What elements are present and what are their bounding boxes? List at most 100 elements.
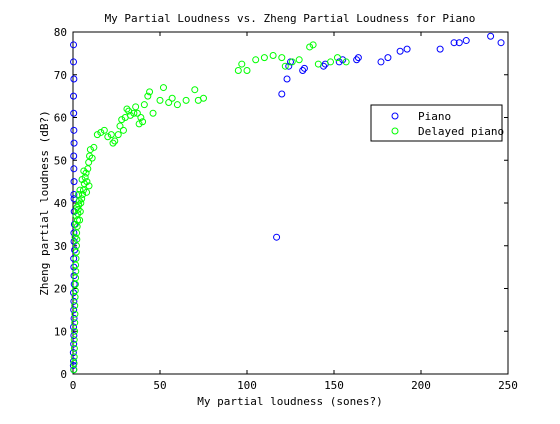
data-point <box>71 310 79 318</box>
data-point <box>71 319 79 327</box>
data-point <box>72 212 80 220</box>
data-point <box>70 297 78 305</box>
data-point <box>306 43 314 51</box>
data-point <box>104 133 112 141</box>
data-point <box>70 332 78 340</box>
data-point <box>462 37 470 45</box>
data-point <box>70 165 78 173</box>
data-point <box>309 41 317 49</box>
data-point <box>234 66 242 74</box>
data-point <box>70 139 78 147</box>
data-point <box>84 165 92 173</box>
y-axis-label: Zheng partial loudness (dB?) <box>38 110 51 295</box>
data-point <box>119 126 127 134</box>
data-point <box>116 122 124 130</box>
data-point <box>288 58 296 66</box>
data-point <box>333 54 341 62</box>
data-point <box>70 353 78 361</box>
data-point <box>285 62 293 70</box>
data-point <box>70 75 78 83</box>
legend-label-delayed-piano: Delayed piano <box>418 125 504 138</box>
data-point <box>273 233 281 241</box>
data-point <box>70 152 78 160</box>
data-point <box>70 229 78 237</box>
data-point <box>83 188 91 196</box>
data-point <box>69 349 77 357</box>
data-point <box>377 58 385 66</box>
data-point <box>70 58 78 66</box>
data-point <box>70 289 78 297</box>
x-tick-label: 200 <box>411 379 431 392</box>
y-tick-label: 10 <box>54 325 67 338</box>
data-point <box>168 94 176 102</box>
data-point <box>70 190 78 198</box>
data-point <box>281 62 289 70</box>
data-point <box>132 103 140 111</box>
data-point <box>82 169 90 177</box>
data-point <box>71 302 79 310</box>
y-tick-label: 0 <box>60 368 67 381</box>
y-tick-label: 20 <box>54 283 67 296</box>
data-point <box>70 336 78 344</box>
data-point <box>71 233 79 241</box>
data-point <box>283 75 291 83</box>
data-point <box>126 111 134 119</box>
data-point <box>269 52 277 60</box>
data-point <box>70 41 78 49</box>
x-tick-label: 50 <box>153 379 166 392</box>
data-point <box>252 56 260 64</box>
data-point <box>182 96 190 104</box>
data-point <box>93 131 101 139</box>
y-tick-label: 50 <box>54 154 67 167</box>
x-tick-label: 100 <box>237 379 257 392</box>
data-point <box>295 56 303 64</box>
data-point <box>137 114 145 121</box>
data-point <box>70 306 78 314</box>
data-point <box>70 340 78 348</box>
legend-label-piano: Piano <box>418 110 451 123</box>
data-point <box>90 143 98 151</box>
data-point <box>76 216 84 224</box>
data-point <box>139 118 147 126</box>
data-point <box>85 158 93 166</box>
data-point <box>123 105 131 113</box>
data-point <box>436 45 444 53</box>
data-point <box>342 58 350 66</box>
data-point <box>118 116 126 124</box>
data-point <box>260 54 268 62</box>
data-point <box>78 175 86 183</box>
legend-marker-delayed-piano <box>391 127 399 135</box>
y-tick-label: 60 <box>54 112 67 125</box>
data-point <box>165 99 173 107</box>
data-point <box>70 272 78 280</box>
data-point <box>114 131 122 139</box>
data-point <box>97 128 105 136</box>
data-point <box>80 167 88 175</box>
data-point <box>70 255 78 263</box>
data-point <box>135 120 143 128</box>
data-point <box>77 199 85 207</box>
series-delayed-piano <box>70 41 350 374</box>
y-tick-label: 30 <box>54 240 67 253</box>
data-point <box>455 39 463 47</box>
data-point <box>86 146 94 154</box>
data-point <box>278 90 286 98</box>
data-point <box>73 203 81 211</box>
data-point <box>403 45 411 53</box>
x-tick-label: 150 <box>324 379 344 392</box>
data-point <box>140 101 148 109</box>
legend: Piano Delayed piano <box>370 104 504 142</box>
data-point <box>335 58 343 66</box>
data-point <box>173 101 181 109</box>
data-point <box>497 39 505 47</box>
x-tick-label: 250 <box>498 379 518 392</box>
data-point <box>133 109 141 117</box>
data-point <box>300 64 308 72</box>
data-point <box>146 88 154 96</box>
data-points <box>69 32 505 374</box>
data-point <box>70 263 78 271</box>
x-tick-label: 0 <box>70 379 77 392</box>
data-point <box>71 220 79 228</box>
y-tick-label: 80 <box>54 26 67 39</box>
data-point <box>243 66 251 74</box>
